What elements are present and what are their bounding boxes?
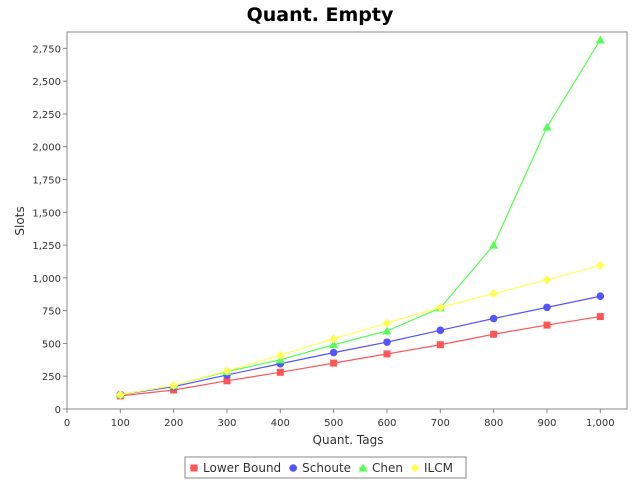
legend-label: ILCM (424, 461, 453, 475)
legend-marker (190, 464, 198, 472)
data-point (330, 359, 338, 367)
y-axis-label: Slots (13, 206, 27, 235)
legend-marker (410, 463, 420, 473)
data-point (543, 321, 551, 329)
data-point (489, 314, 498, 323)
legend-item-3: ILCM (410, 461, 453, 475)
y-tick-label: 750 (42, 307, 61, 318)
y-tick-label: 2,500 (32, 77, 61, 88)
legend-marker (358, 463, 368, 472)
data-point (436, 326, 445, 335)
series-line (120, 315, 601, 397)
legend-item-1: Schoute (289, 461, 351, 475)
data-point (595, 35, 605, 44)
chart-title: Quant. Empty (247, 4, 394, 26)
y-axis: 0 250 500 750 1,000 1,250 1,500 1,750 2,000 2,250… (32, 44, 67, 416)
data-point (543, 303, 551, 312)
y-tick-label: 250 (42, 372, 61, 383)
x-tick-label: 1,000 (586, 418, 615, 429)
data-point (382, 326, 392, 335)
x-tick-label: 300 (217, 418, 236, 429)
y-tick-label: 2,250 (32, 110, 61, 121)
legend: Lower Bound Schoute Chen ILCM (184, 456, 467, 479)
data-point (222, 366, 232, 376)
x-tick-label: 100 (111, 418, 130, 429)
data-point (542, 275, 552, 285)
x-tick-label: 400 (271, 418, 290, 429)
data-point (223, 377, 231, 385)
series-line (120, 295, 601, 396)
data-point (542, 122, 552, 131)
data-point (329, 334, 339, 344)
x-tick-label: 800 (484, 418, 503, 429)
data-point (595, 260, 605, 270)
y-tick-label: 1,750 (32, 176, 61, 187)
y-tick-label: 1,500 (32, 208, 61, 219)
data-point (435, 302, 445, 312)
data-point (490, 330, 498, 338)
x-tick-label: 0 (64, 418, 70, 429)
x-axis: 0 100 200 300 400 500 600 700 800 900 1,000 (64, 409, 615, 429)
y-tick-label: 500 (42, 339, 61, 350)
data-point (383, 338, 391, 346)
legend-label: Schoute (302, 461, 351, 475)
series-3 (115, 260, 605, 400)
y-tick-label: 1,250 (32, 241, 61, 252)
legend-box (184, 456, 467, 479)
plot-frame (66, 31, 628, 410)
legend-item-2: Chen (358, 461, 403, 475)
data-point (329, 348, 338, 357)
data-point (169, 380, 179, 390)
x-tick-label: 500 (324, 418, 343, 429)
plot-area (66, 31, 628, 410)
data-point (596, 313, 604, 321)
data-point (383, 350, 391, 358)
data-point (489, 240, 499, 249)
data-point (436, 341, 444, 349)
series-line (120, 264, 601, 396)
legend-label: Chen (372, 461, 403, 475)
data-point (489, 289, 499, 299)
y-tick-label: 2,750 (32, 44, 61, 55)
x-axis-label: Quant. Tags (313, 433, 384, 447)
series-layer (115, 35, 605, 400)
data-point (115, 390, 125, 400)
legend-item-0: Lower Bound (190, 461, 281, 475)
x-tick-label: 200 (164, 418, 183, 429)
data-point (329, 340, 339, 349)
x-tick-label: 700 (431, 418, 450, 429)
legend-label: Lower Bound (203, 461, 281, 475)
data-point (596, 292, 605, 301)
data-point (276, 368, 284, 376)
y-tick-label: 2,000 (32, 143, 61, 154)
y-tick-label: 1,000 (32, 274, 61, 285)
y-tick-label: 0 (55, 405, 61, 416)
data-point (382, 318, 392, 328)
legend-marker (289, 464, 297, 472)
data-point (275, 350, 285, 360)
x-tick-label: 900 (537, 418, 556, 429)
x-tick-label: 600 (377, 418, 396, 429)
